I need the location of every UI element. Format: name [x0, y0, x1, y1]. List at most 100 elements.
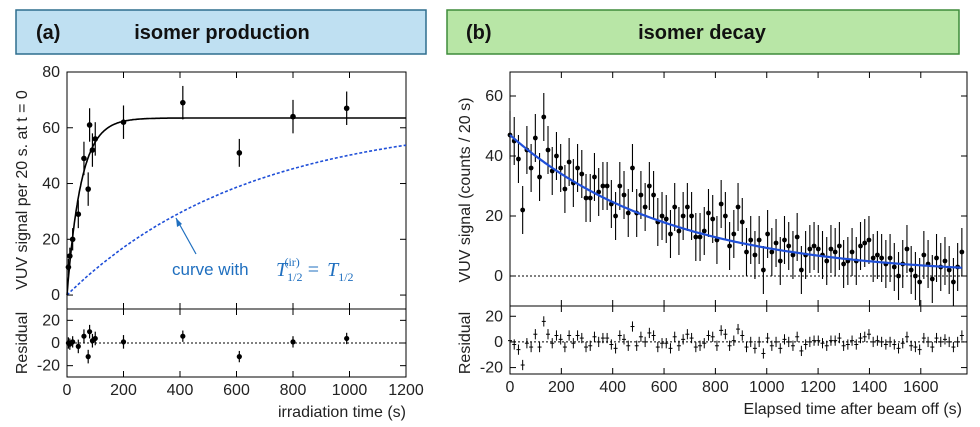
data-point: [917, 279, 923, 285]
data-point: [744, 249, 749, 255]
data-point: [748, 237, 754, 243]
data-point: [630, 165, 635, 171]
y-tick-label: 80: [42, 64, 60, 81]
data-point: [600, 183, 606, 189]
panel-b-residual-plot: 200-200 200 400 600 800 1000 1200 1400 1600: [480, 306, 967, 396]
formula-lhs-sub: 1/2: [287, 270, 302, 284]
data-point: [180, 99, 186, 106]
data-point: [951, 279, 956, 285]
y-tick-label: 40: [485, 148, 503, 165]
panel-b-main-plot: 0 20 40 60: [485, 72, 967, 306]
x-tick-label: 400: [167, 382, 194, 399]
data-point: [727, 243, 732, 249]
data-point: [67, 253, 73, 259]
formula-rhs-base: T: [327, 259, 340, 281]
x-tick-label: 400: [599, 379, 626, 396]
data-point: [849, 249, 855, 255]
data-point: [870, 255, 876, 261]
data-point: [621, 192, 627, 198]
y-tick-label: 20: [42, 312, 60, 329]
data-point: [613, 213, 618, 219]
data-point: [777, 258, 783, 264]
annotation-formula: T1/2(ir) = T1/2: [276, 255, 354, 284]
data-point: [735, 204, 741, 210]
data-point: [769, 249, 775, 255]
residual-point: [120, 339, 127, 345]
y-tick-label: 0: [494, 268, 503, 285]
data-point: [65, 264, 72, 270]
x-tick-label: 800: [702, 379, 729, 396]
panel-b-title: isomer decay: [638, 22, 767, 44]
panel-b-title-box: [446, 9, 960, 55]
data-point: [875, 252, 880, 258]
data-point: [790, 252, 796, 258]
fit-curve: [509, 134, 963, 269]
panel-b-residual-ylabel: Residual: [457, 312, 474, 374]
data-point: [532, 135, 538, 141]
y-tick-label: 20: [485, 208, 503, 225]
data-point: [879, 255, 885, 261]
formula-equals: =: [308, 259, 319, 281]
residual-point: [81, 333, 87, 339]
data-point: [752, 252, 758, 258]
data-point: [891, 264, 897, 270]
data-point: [290, 113, 296, 120]
residual-point: [87, 329, 93, 335]
data-point: [236, 150, 243, 156]
data-point: [739, 219, 745, 225]
residual-point: [236, 354, 242, 360]
panel-b-residual-frame: [509, 305, 968, 375]
data-point: [786, 243, 792, 249]
x-tick-label: 1400: [852, 379, 888, 396]
data-point: [841, 261, 847, 267]
residual-point: [92, 335, 98, 342]
data-point: [587, 195, 593, 201]
y-tick-label: 0: [51, 335, 60, 352]
data-point: [625, 210, 631, 216]
residual-point: [70, 339, 76, 345]
data-point: [862, 240, 868, 246]
data-point: [651, 192, 656, 198]
data-point: [684, 204, 690, 210]
data-point: [663, 216, 669, 222]
data-point: [562, 186, 568, 192]
data-point: [659, 213, 665, 219]
residual-point: [344, 335, 350, 342]
residual-point: [75, 343, 81, 349]
data-point: [773, 240, 779, 246]
x-tick-label: 0: [506, 379, 515, 396]
data-point: [646, 183, 652, 189]
formula-lhs-sup: (ir): [284, 255, 299, 269]
data-point: [731, 231, 737, 237]
x-tick-label: 600: [651, 379, 678, 396]
data-point: [929, 276, 935, 282]
data-point: [676, 228, 682, 234]
data-point: [638, 192, 644, 198]
y-tick-label: 0: [51, 287, 60, 304]
formula-rhs-sub: 1/2: [338, 270, 353, 284]
x-tick-label: 1200: [800, 379, 836, 396]
panel-a-residual-plot: 200-200 200 400 600 800 1000 1200: [37, 309, 424, 399]
dashed-model-curve: [66, 144, 407, 296]
data-point: [718, 201, 724, 207]
data-point: [81, 155, 87, 162]
data-point: [710, 216, 716, 222]
data-point: [946, 267, 952, 273]
data-point: [913, 273, 918, 279]
data-point: [579, 171, 585, 177]
panel-a-xlabel: irradiation time (s): [278, 404, 406, 421]
data-point: [617, 183, 623, 189]
y-tick-label: 20: [42, 231, 60, 248]
data-point: [592, 174, 597, 180]
data-point: [756, 237, 762, 243]
data-point: [722, 213, 728, 219]
x-tick-label: 1600: [903, 379, 939, 396]
data-point: [904, 246, 910, 252]
data-point: [693, 234, 699, 240]
x-tick-label: 1000: [749, 379, 785, 396]
data-point: [765, 231, 771, 237]
data-point: [668, 231, 673, 237]
data-point: [908, 267, 914, 273]
data-point: [798, 267, 804, 273]
data-point: [824, 258, 830, 264]
